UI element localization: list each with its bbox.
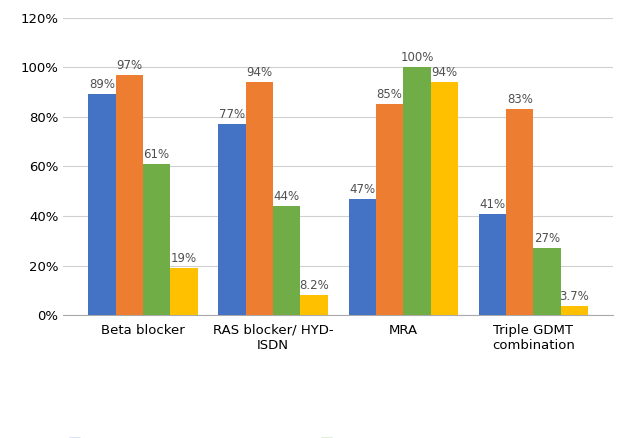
Bar	[376, 104, 403, 315]
Bar	[348, 199, 376, 315]
Text: 19%: 19%	[171, 252, 197, 265]
Bar	[143, 164, 170, 315]
Bar	[116, 74, 143, 315]
Text: 27%: 27%	[534, 233, 560, 245]
Text: 94%: 94%	[431, 66, 458, 79]
Text: 44%: 44%	[274, 190, 300, 203]
Text: 8.2%: 8.2%	[299, 279, 329, 292]
Text: 77%: 77%	[219, 108, 245, 121]
Bar	[88, 95, 116, 315]
Text: 47%: 47%	[349, 183, 375, 196]
Text: 83%: 83%	[507, 93, 533, 106]
Bar	[170, 268, 198, 315]
Bar	[533, 248, 561, 315]
Bar	[219, 124, 246, 315]
Text: 97%: 97%	[116, 59, 142, 72]
Bar	[561, 306, 588, 315]
Bar	[430, 82, 458, 315]
Text: 61%: 61%	[143, 148, 169, 161]
Text: 89%: 89%	[89, 78, 115, 92]
Text: 41%: 41%	[479, 198, 506, 211]
Text: 3.7%: 3.7%	[559, 290, 589, 303]
Bar	[246, 82, 273, 315]
Bar	[478, 214, 506, 315]
Text: 85%: 85%	[377, 88, 403, 102]
Bar	[273, 206, 300, 315]
Text: 100%: 100%	[400, 51, 434, 64]
Bar	[506, 110, 533, 315]
Bar	[300, 295, 328, 315]
Bar	[403, 67, 430, 315]
Text: 94%: 94%	[246, 66, 272, 79]
